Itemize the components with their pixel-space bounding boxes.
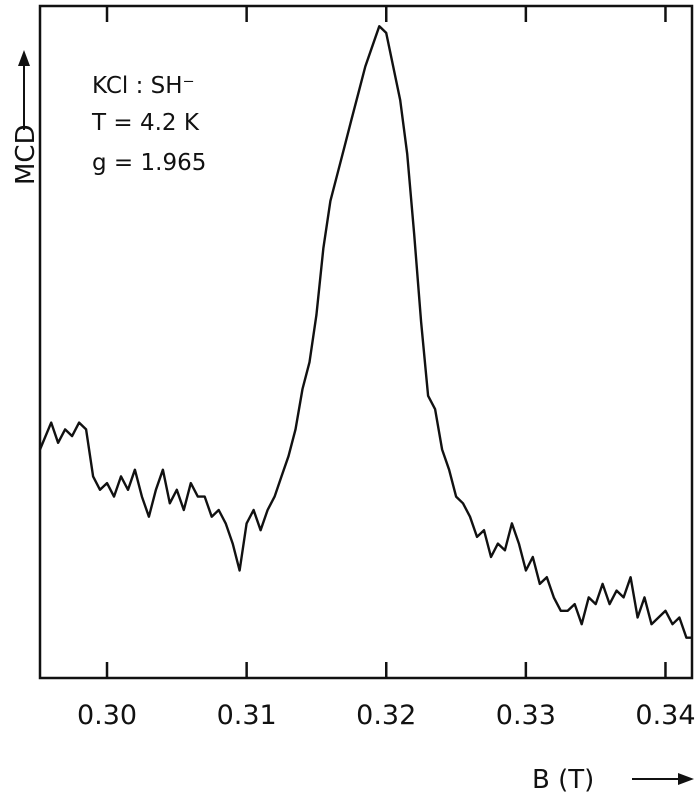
x-tick-label: 0.31 bbox=[217, 700, 277, 731]
mcd-curve bbox=[38, 25, 692, 639]
x-axis-arrow-head bbox=[678, 773, 694, 785]
x-tick-label: 0.30 bbox=[77, 700, 137, 731]
y-axis-title: MCD bbox=[11, 50, 41, 185]
annotation-block: KCl : SH⁻ T = 4.2 K g = 1.965 bbox=[91, 73, 206, 176]
x-tick-label: 0.34 bbox=[635, 700, 695, 731]
x-axis-title: B (T) bbox=[532, 765, 694, 795]
x-axis-label: B (T) bbox=[532, 765, 594, 795]
x-tick-labels: 0.30 0.31 0.32 0.33 0.34 bbox=[77, 700, 696, 731]
annotation-sample: KCl : SH⁻ bbox=[92, 73, 195, 99]
annotation-temperature: T = 4.2 K bbox=[91, 110, 200, 136]
x-ticks bbox=[105, 6, 667, 678]
plot-frame bbox=[38, 4, 694, 680]
y-axis-label: MCD bbox=[11, 124, 41, 185]
y-axis-arrow-head bbox=[18, 50, 30, 66]
annotation-g-factor: g = 1.965 bbox=[92, 150, 206, 176]
x-tick-label: 0.33 bbox=[496, 700, 556, 731]
x-tick-label: 0.32 bbox=[356, 700, 416, 731]
